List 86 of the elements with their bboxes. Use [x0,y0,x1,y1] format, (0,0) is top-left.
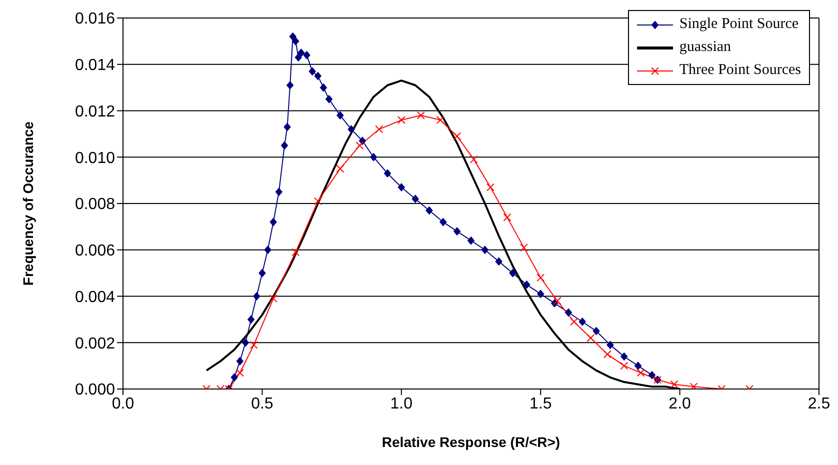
point [603,350,612,358]
point [292,37,300,46]
point [509,269,516,278]
y-tick-label: 0.012 [74,103,116,120]
point [636,368,645,377]
point [670,380,678,388]
point [470,155,478,164]
point [564,308,572,316]
x-tick-label: 1.5 [529,395,552,412]
point [280,142,288,150]
point [264,246,272,254]
point [270,218,277,226]
point [690,382,698,389]
point [436,116,444,124]
point [648,371,656,380]
point [578,318,586,326]
point [537,290,544,298]
point [370,153,378,162]
point [326,95,333,104]
point [314,197,322,206]
y-tick-label: 0.016 [74,10,116,28]
point [453,132,462,140]
point [356,142,364,150]
point [269,294,278,303]
y-tick-label: 0.008 [74,196,116,214]
point [336,164,344,173]
point [620,352,628,361]
x-axis-title: Relative Response (R/<R>) [382,434,560,450]
point [320,84,327,92]
point [416,111,425,120]
y-axis-title: Frequency of Occurance [20,121,36,286]
point [495,257,502,266]
point [314,72,322,80]
point [336,111,344,120]
y-tick-label: 0.006 [74,242,116,260]
point [375,125,384,134]
y-tick-label: 0.002 [74,335,116,352]
point [275,188,282,196]
point [236,368,244,377]
point [348,125,355,134]
point [454,227,461,236]
point [503,213,512,222]
y-tick-label: 0.010 [74,150,116,167]
point [426,206,433,214]
x-tick-label: 0.5 [251,395,274,412]
point [286,81,294,90]
point [592,327,600,336]
point [289,32,296,41]
point [384,169,391,178]
point [303,51,310,60]
point [486,183,494,192]
y-tick-label: 0.014 [74,57,116,74]
point [258,269,266,278]
point [553,296,562,305]
legend-label: Three Point Sources [679,62,801,79]
legend-label: Single Point Source [679,16,799,33]
point [308,67,316,76]
point [536,274,545,282]
point [468,236,474,245]
point [242,338,249,347]
point [236,357,244,366]
point [253,292,260,300]
point [292,248,300,256]
point [230,373,238,382]
point [440,218,447,226]
x-tick-label: 2.0 [668,395,692,412]
point [397,116,406,124]
point [294,53,302,62]
point [520,244,528,252]
point [620,362,628,370]
y-tick-label: 0.004 [74,288,116,306]
x-tick-label: 1.0 [390,395,413,412]
legend-label: guassian [679,39,732,56]
point [606,340,614,349]
point [523,280,530,289]
point [298,48,305,57]
point [586,334,595,342]
point [398,183,405,192]
point [481,246,488,254]
point [412,194,419,203]
point [284,122,291,131]
x-tick-label: 2.5 [808,395,830,412]
point [248,315,255,324]
point [634,362,642,370]
point [250,340,258,349]
point [570,318,578,326]
